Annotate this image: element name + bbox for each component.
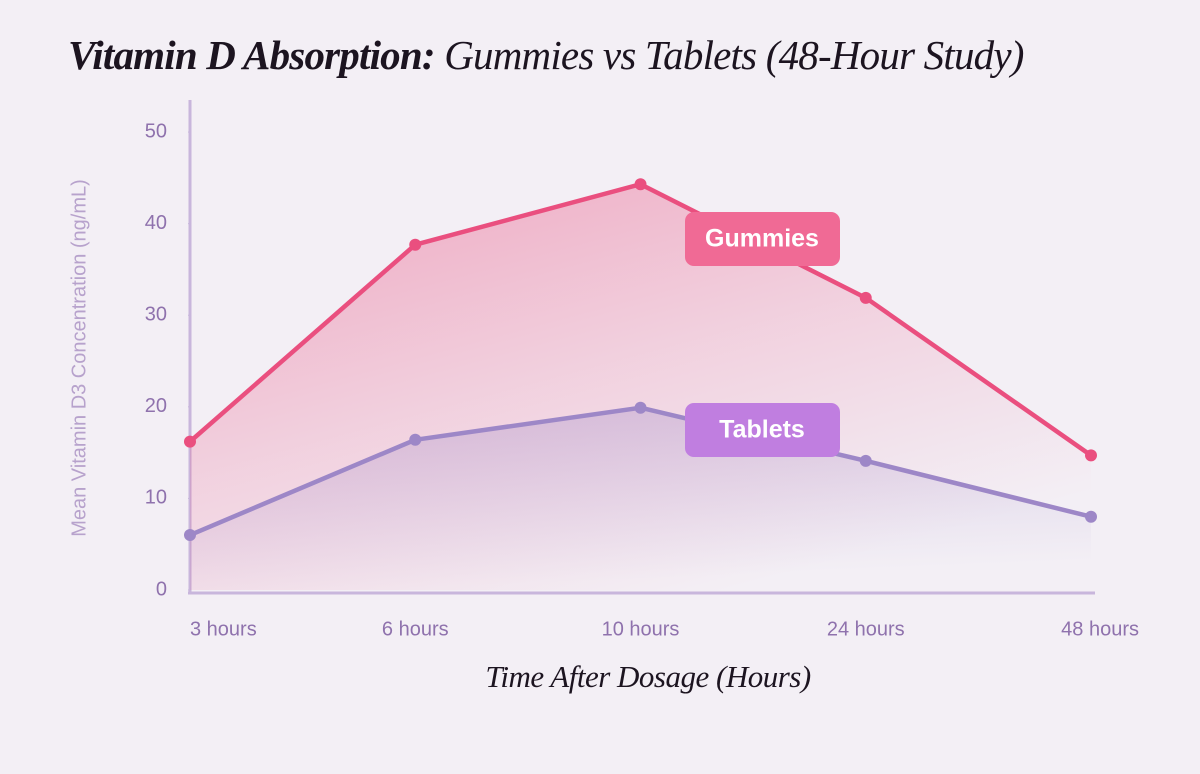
y-axis-label: Mean Vitamin D3 Concentration (ng/mL) bbox=[68, 179, 90, 537]
x-tick-label: 10 hours bbox=[602, 618, 680, 640]
point bbox=[859, 291, 872, 304]
point bbox=[184, 435, 196, 448]
point bbox=[184, 529, 196, 542]
point bbox=[409, 433, 422, 446]
y-tick-label: 40 bbox=[145, 212, 167, 234]
point bbox=[859, 454, 872, 467]
x-tick-label: 3 hours bbox=[190, 618, 257, 640]
chart-title: Vitamin D Absorption: Gummies vs Tablets… bbox=[68, 32, 1024, 78]
x-tick-label: 48 hours bbox=[1061, 618, 1139, 640]
title-bold: Vitamin D Absorption: bbox=[68, 32, 435, 78]
y-tick-label: 10 bbox=[145, 487, 167, 509]
series-label: Gummies bbox=[705, 225, 819, 253]
y-tick-label: 50 bbox=[145, 120, 167, 142]
y-tick-label: 0 bbox=[156, 578, 167, 600]
point bbox=[634, 178, 647, 191]
area bbox=[190, 407, 1091, 590]
series-label-box bbox=[685, 212, 840, 266]
point bbox=[1085, 510, 1097, 523]
x-tick-label: 6 hours bbox=[382, 618, 449, 640]
x-axis-label: Time After Dosage (Hours) bbox=[485, 659, 811, 694]
y-tick-label: 30 bbox=[145, 304, 167, 326]
point bbox=[634, 401, 647, 414]
series-label: Tablets bbox=[719, 416, 805, 444]
y-tick-label: 20 bbox=[145, 395, 167, 417]
point bbox=[409, 238, 422, 251]
x-tick-label: 24 hours bbox=[827, 618, 905, 640]
point bbox=[1085, 449, 1097, 462]
title-rest: Gummies vs Tablets (48-Hour Study) bbox=[444, 32, 1024, 78]
series-label-box bbox=[685, 403, 840, 457]
